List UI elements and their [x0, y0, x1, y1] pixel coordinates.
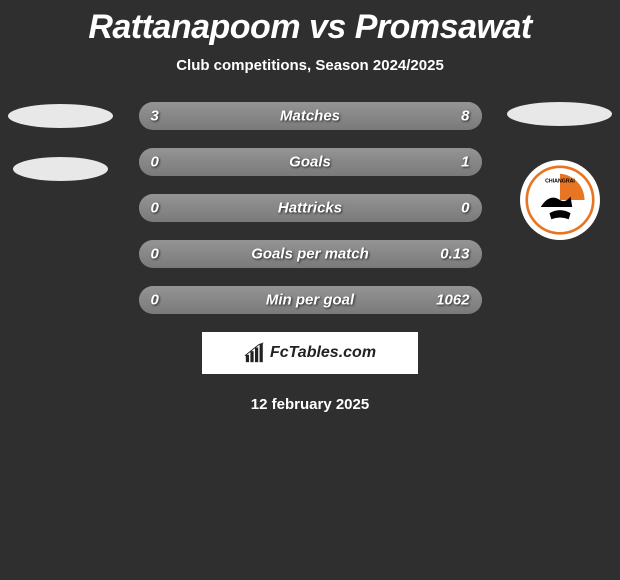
- stat-value-left: 0: [151, 292, 159, 309]
- stat-row: 0 0 Hattricks: [139, 194, 482, 222]
- stat-rows: 3 8 Matches 0 1 Goals 0 0 Hattricks 0 0.13 Goals pe…: [139, 102, 482, 314]
- avatar-shape: [507, 102, 612, 126]
- player-left-avatar: [8, 102, 113, 207]
- stat-value-left: 3: [151, 108, 159, 125]
- stat-label: Hattricks: [278, 200, 342, 217]
- stat-value-right: 0.13: [440, 246, 469, 263]
- stat-value-right: 1: [461, 154, 469, 171]
- avatar-shape: [8, 104, 113, 128]
- stat-value-left: 0: [151, 154, 159, 171]
- stat-row: 0 0.13 Goals per match: [139, 240, 482, 268]
- subtitle: Club competitions, Season 2024/2025: [0, 57, 620, 74]
- chiangrai-logo-icon: CHIANGRAI: [525, 165, 595, 235]
- stat-label: Min per goal: [266, 292, 354, 309]
- comparison-area: CHIANGRAI 3 8 Matches 0 1 Goals 0 0 Hattricks 0 0.…: [0, 102, 620, 413]
- brand-text: FcTables.com: [270, 344, 376, 362]
- stat-label: Goals per match: [251, 246, 369, 263]
- stat-value-right: 1062: [436, 292, 469, 309]
- stat-value-left: 0: [151, 246, 159, 263]
- chart-icon: [244, 342, 266, 364]
- stat-value-right: 0: [461, 200, 469, 217]
- date-text: 12 february 2025: [0, 396, 620, 413]
- stat-value-left: 0: [151, 200, 159, 217]
- stat-label: Matches: [280, 108, 340, 125]
- brand-box: FcTables.com: [202, 332, 418, 374]
- stat-row: 0 1 Goals: [139, 148, 482, 176]
- stat-label: Goals: [289, 154, 331, 171]
- team-right-logo: CHIANGRAI: [520, 160, 600, 240]
- svg-text:CHIANGRAI: CHIANGRAI: [545, 179, 575, 185]
- avatar-shape: [13, 157, 108, 181]
- stat-fill-right: [231, 102, 481, 130]
- stat-row: 3 8 Matches: [139, 102, 482, 130]
- stat-row: 0 1062 Min per goal: [139, 286, 482, 314]
- page-title: Rattanapoom vs Promsawat: [0, 0, 620, 47]
- stat-value-right: 8: [461, 108, 469, 125]
